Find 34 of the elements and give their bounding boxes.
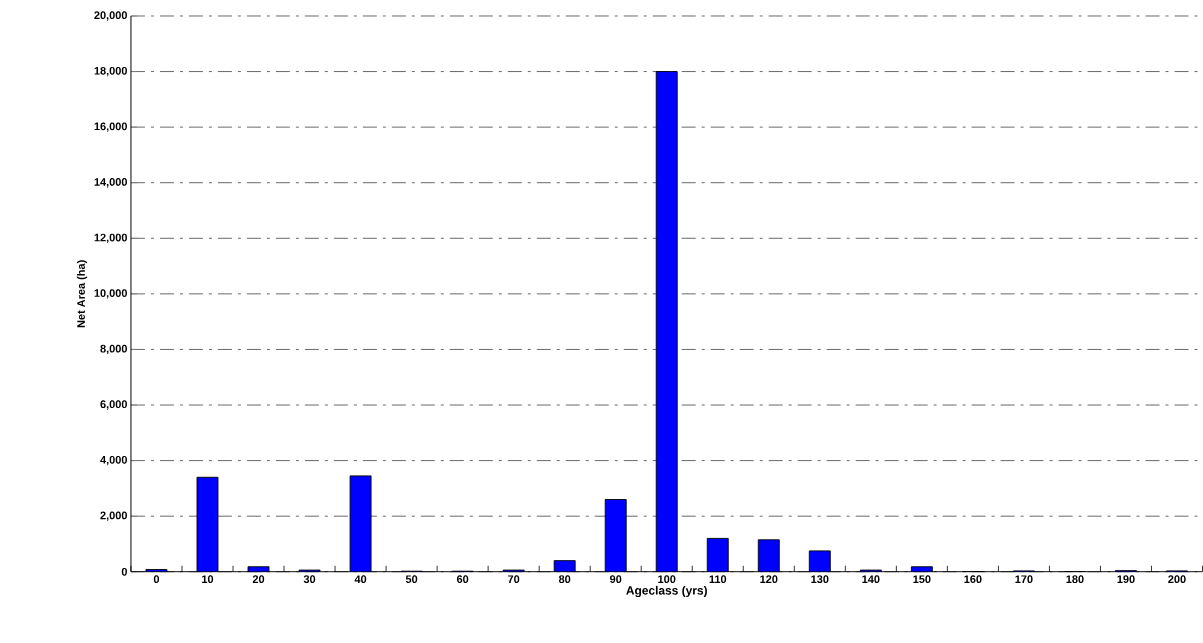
y-tick-label: 0 xyxy=(121,568,127,576)
y-tick-label: 18,000 xyxy=(94,67,127,77)
y-tick-label: 4,000 xyxy=(100,456,127,466)
x-tick-label: 80 xyxy=(558,575,571,584)
y-tick-label: 14,000 xyxy=(94,178,127,188)
x-tick-label: 160 xyxy=(964,575,982,584)
x-tick-label: 170 xyxy=(1015,575,1033,584)
x-tick-label: 180 xyxy=(1066,575,1084,584)
x-tick-label: 30 xyxy=(303,575,316,584)
y-tick-label: 16,000 xyxy=(94,122,127,132)
y-tick-label: 20,000 xyxy=(94,11,127,21)
x-tick-label: 40 xyxy=(354,575,367,584)
x-tick-label: 200 xyxy=(1168,575,1186,584)
x-tick-label: 0 xyxy=(153,575,160,584)
y-tick-label: 2,000 xyxy=(100,511,127,521)
x-tick-label: 50 xyxy=(405,575,418,584)
x-tick-label: 60 xyxy=(456,575,469,584)
y-tick-label: 8,000 xyxy=(100,344,127,355)
x-tick-label: 150 xyxy=(913,575,931,584)
x-axis-title: Ageclass (yrs) xyxy=(626,586,707,598)
x-tick-label: 140 xyxy=(862,575,880,584)
x-tick-label: 120 xyxy=(760,575,778,584)
x-tick-label: 90 xyxy=(609,575,622,584)
x-tick-label: 10 xyxy=(202,575,214,584)
x-tick-label: 20 xyxy=(252,575,265,584)
x-tick-label: 130 xyxy=(811,575,829,584)
y-axis-title: Net Area (ha) xyxy=(76,260,88,328)
x-tick-label: 70 xyxy=(508,575,520,584)
y-tick-label: 10,000 xyxy=(94,289,127,299)
x-tick-label: 190 xyxy=(1117,575,1135,584)
y-tick-label: 12,000 xyxy=(94,233,127,244)
x-tick-label: 110 xyxy=(709,575,727,584)
y-tick-label: 6,000 xyxy=(100,400,127,410)
x-tick-label: 100 xyxy=(658,575,676,584)
